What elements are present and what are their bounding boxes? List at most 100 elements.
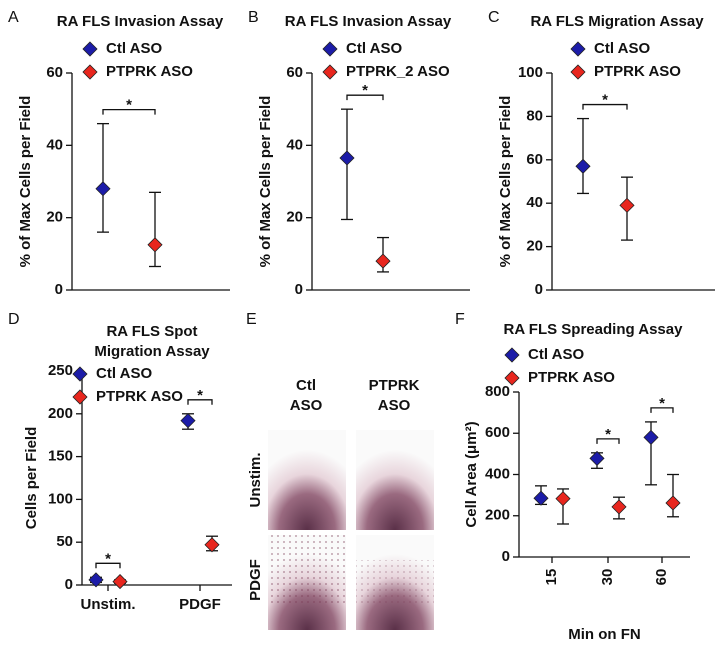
- legend-label: Ctl ASO: [96, 365, 152, 382]
- legend-label: PTPRK_2 ASO: [346, 63, 450, 80]
- x-tick-label: 30: [599, 569, 616, 586]
- significance-bracket: [596, 438, 620, 444]
- point: [575, 158, 591, 174]
- y-tick-label: 100: [518, 64, 543, 81]
- y-tick-label: 50: [56, 533, 73, 550]
- panel-letter: C: [488, 9, 500, 26]
- legend-marker: [72, 389, 88, 405]
- row-label: PDGF: [247, 559, 264, 601]
- column-label: PTPRK: [369, 377, 420, 394]
- y-tick-label: 40: [286, 136, 303, 153]
- legend-marker: [322, 41, 338, 57]
- point: [643, 429, 659, 445]
- x-tick-label: Unstim.: [80, 596, 135, 613]
- y-tick-label: 0: [502, 548, 510, 565]
- y-axis-label: Cells per Field: [23, 427, 40, 530]
- column-label: Ctl: [296, 377, 316, 394]
- y-tick-label: 0: [55, 281, 63, 298]
- y-tick-label: 80: [526, 107, 543, 124]
- legend-marker: [82, 41, 98, 57]
- micrograph-cells: [356, 560, 434, 605]
- y-tick-label: 0: [295, 281, 303, 298]
- point: [619, 197, 635, 213]
- point: [95, 181, 111, 197]
- y-tick-label: 200: [485, 507, 510, 524]
- y-axis-label: % of Max Cells per Field: [17, 96, 34, 268]
- legend-label: Ctl ASO: [528, 346, 584, 363]
- significance-bracket: [187, 399, 213, 405]
- legend-label: Ctl ASO: [106, 40, 162, 57]
- y-tick-label: 20: [526, 238, 543, 255]
- legend-marker: [504, 370, 520, 386]
- point: [88, 572, 104, 588]
- y-axis-label: % of Max Cells per Field: [497, 96, 514, 268]
- panel-letter: D: [8, 311, 20, 328]
- point: [180, 413, 196, 429]
- panel-e-images: [268, 430, 434, 630]
- significance-bracket: [95, 562, 121, 569]
- panel-letter: A: [8, 9, 19, 26]
- legend-label: PTPRK ASO: [96, 388, 183, 405]
- legend-label: PTPRK ASO: [528, 369, 615, 386]
- point: [589, 450, 605, 466]
- y-tick-label: 40: [46, 136, 63, 153]
- row-label: Unstim.: [247, 452, 264, 507]
- point: [204, 537, 220, 553]
- micrograph: [268, 430, 346, 530]
- y-tick-label: 200: [48, 405, 73, 422]
- significance-bracket: [582, 103, 628, 110]
- point: [555, 491, 571, 507]
- chart-title: RA FLS Invasion Assay: [57, 13, 224, 30]
- micrograph: [356, 430, 434, 530]
- legend-marker: [570, 41, 586, 57]
- y-tick-label: 250: [48, 362, 73, 379]
- significance-label: *: [197, 387, 203, 404]
- x-tick-label: PDGF: [179, 596, 221, 613]
- y-tick-label: 60: [286, 64, 303, 81]
- y-tick-label: 20: [286, 209, 303, 226]
- significance-bracket: [650, 407, 674, 413]
- chart-title: RA FLS Spot: [106, 323, 197, 340]
- point: [533, 490, 549, 506]
- significance-bracket: [102, 108, 156, 115]
- y-tick-label: 800: [485, 383, 510, 400]
- x-axis-label: Min on FN: [568, 626, 640, 643]
- significance-label: *: [602, 92, 608, 109]
- column-label: ASO: [378, 397, 411, 414]
- y-tick-label: 400: [485, 465, 510, 482]
- column-label: ASO: [290, 397, 323, 414]
- point: [611, 499, 627, 515]
- chart-title: RA FLS Migration Assay: [530, 13, 704, 30]
- y-tick-label: 40: [526, 194, 543, 211]
- legend-marker: [570, 64, 586, 80]
- significance-label: *: [105, 550, 111, 567]
- y-tick-label: 600: [485, 424, 510, 441]
- panel-letter: E: [246, 311, 257, 328]
- significance-bracket: [346, 94, 384, 101]
- y-tick-label: 150: [48, 448, 73, 465]
- legend-marker: [82, 64, 98, 80]
- legend-marker: [322, 64, 338, 80]
- legend-label: Ctl ASO: [594, 40, 650, 57]
- chart-title: RA FLS Invasion Assay: [285, 13, 452, 30]
- chart-title: RA FLS Spreading Assay: [504, 321, 684, 338]
- legend-marker: [72, 366, 88, 382]
- y-tick-label: 100: [48, 490, 73, 507]
- significance-label: *: [605, 426, 611, 443]
- legend-label: Ctl ASO: [346, 40, 402, 57]
- legend-label: PTPRK ASO: [594, 63, 681, 80]
- y-tick-label: 0: [65, 576, 73, 593]
- y-tick-label: 60: [46, 64, 63, 81]
- y-tick-label: 60: [526, 151, 543, 168]
- point: [665, 495, 681, 511]
- x-tick-label: 60: [653, 569, 670, 586]
- legend-label: PTPRK ASO: [106, 63, 193, 80]
- significance-label: *: [362, 82, 368, 99]
- point: [375, 253, 391, 269]
- y-axis-label: % of Max Cells per Field: [257, 96, 274, 268]
- chart-title: Migration Assay: [94, 343, 210, 360]
- point: [112, 574, 128, 590]
- point: [339, 150, 355, 166]
- micrograph-cells: [268, 535, 346, 605]
